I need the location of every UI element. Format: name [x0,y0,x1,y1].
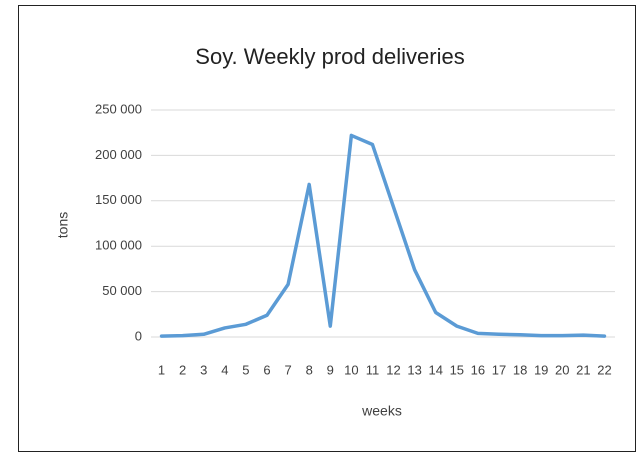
y-tick-label: 200 000 [95,147,142,162]
x-tick-label: 20 [555,362,569,377]
x-tick-label: 2 [179,362,186,377]
x-tick-label: 16 [471,362,485,377]
x-tick-label: 1 [158,362,165,377]
y-tick-label: 150 000 [95,192,142,207]
x-tick-label: 5 [242,362,249,377]
y-tick-label: 0 [135,328,142,343]
y-axis-label: tons [55,212,71,238]
x-tick-label: 19 [534,362,548,377]
y-tick-label: 250 000 [95,101,142,116]
x-axis-label: weeks [361,403,402,419]
x-tick-label: 7 [284,362,291,377]
x-tick-label: 4 [221,362,228,377]
x-tick-label: 21 [576,362,590,377]
x-tick-label: 13 [407,362,421,377]
x-tick-label: 18 [513,362,527,377]
x-tick-label: 12 [386,362,400,377]
x-tick-label: 3 [200,362,207,377]
x-tick-label: 8 [306,362,313,377]
y-tick-label: 100 000 [95,238,142,253]
x-tick-label: 14 [428,362,442,377]
x-tick-label: 15 [450,362,464,377]
x-tick-label: 22 [597,362,611,377]
x-tick-label: 17 [492,362,506,377]
line-series [159,133,607,338]
x-tick-label: 10 [344,362,358,377]
y-tick-label: 50 000 [102,283,142,298]
x-tick-label: 11 [366,362,380,377]
chart-border [18,5,636,452]
x-tick-label: 6 [263,362,270,377]
x-tick-label: 9 [327,362,334,377]
chart-title: Soy. Weekly prod deliveries [195,44,464,69]
